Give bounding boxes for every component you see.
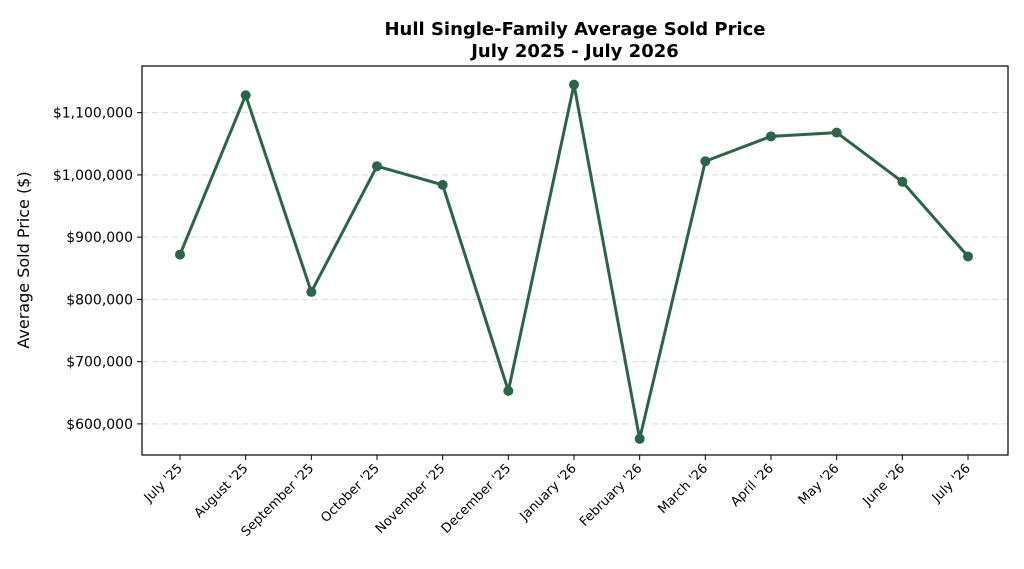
series-group: [175, 79, 973, 444]
data-point: [240, 90, 251, 101]
x-tick-label: April '26: [728, 461, 777, 510]
x-tick-label: October '25: [318, 461, 383, 526]
x-tick-label: December '25: [439, 461, 514, 536]
chart-title-line-1: Hull Single-Family Average Sold Price: [384, 19, 765, 40]
plot-frame: [141, 65, 1009, 456]
y-tick-label: $600,000: [66, 417, 133, 433]
data-point: [569, 79, 579, 90]
data-point: [175, 249, 185, 260]
data-point: [437, 179, 448, 190]
data-point: [372, 161, 382, 172]
x-tick-label: May '26: [796, 461, 843, 508]
y-tick-label: $700,000: [66, 355, 133, 371]
data-point: [503, 385, 514, 396]
y-tick-label: $1,000,000: [53, 168, 133, 184]
y-tick-label: $1,100,000: [53, 106, 133, 122]
grid-lines: [142, 112, 1008, 425]
data-point: [963, 251, 973, 262]
data-point: [766, 131, 776, 142]
x-tick-label: March '26: [655, 461, 711, 517]
x-tick-label: July '26: [929, 461, 974, 506]
y-tick-label: $800,000: [66, 292, 133, 308]
data-point: [306, 286, 317, 297]
y-axis-label: Average Sold Price ($): [14, 171, 33, 348]
chart-title-line-2: July 2025 - July 2026: [469, 41, 679, 62]
y-axis: $600,000 $700,000 $800,000 $900,000 $1,000,0…: [53, 106, 142, 433]
x-tick-label: August '25: [192, 461, 252, 521]
x-tick-label: September '25: [239, 461, 318, 540]
y-tick-label: $900,000: [66, 230, 133, 246]
data-point: [634, 433, 645, 444]
series-line: [178, 83, 970, 441]
x-tick-label: July '25: [141, 461, 186, 506]
data-point: [897, 176, 908, 187]
x-tick-label: June '26: [860, 461, 908, 509]
data-point: [831, 127, 842, 138]
x-tick-label: November '25: [373, 461, 449, 537]
x-tick-label: January '26: [517, 461, 580, 524]
data-point: [700, 156, 711, 167]
x-tick-label: February '26: [577, 461, 645, 529]
